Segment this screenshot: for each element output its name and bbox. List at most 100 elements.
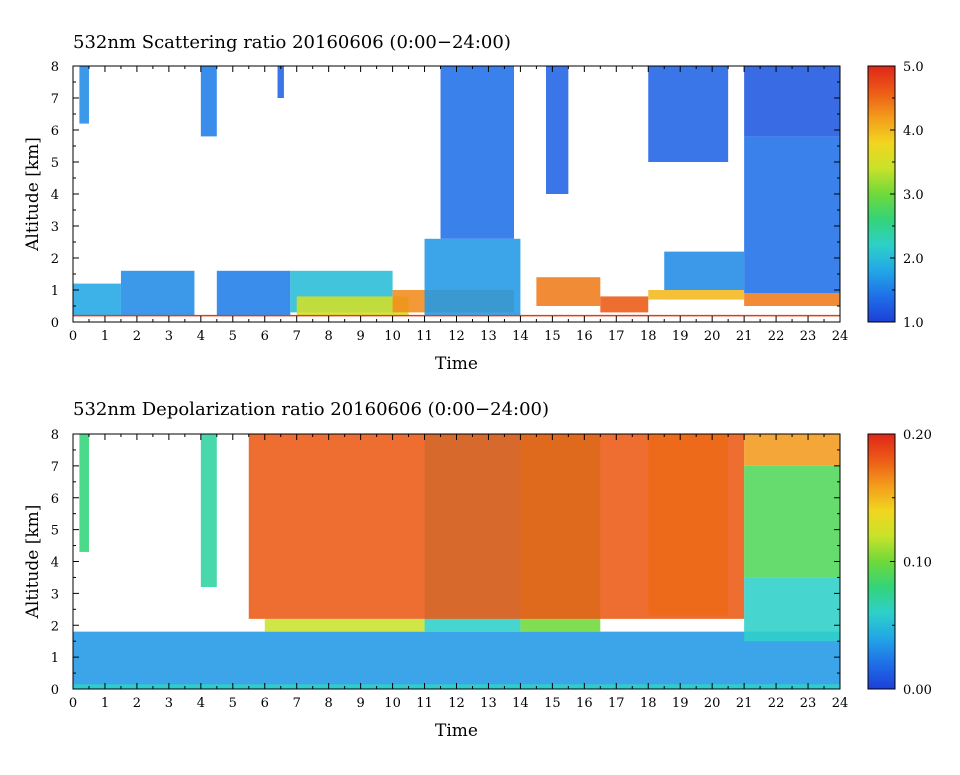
scattering-x-tick-label-20: 20 — [704, 329, 721, 344]
depolarization-y-tick-label-8: 8 — [51, 428, 59, 443]
depolarization-x-tick-label-7: 7 — [293, 696, 301, 711]
depolarization-x-tick-label-22: 22 — [768, 696, 785, 711]
scattering-heatmap-cell-1 — [120, 270, 195, 316]
scattering-x-tick-label-10: 10 — [384, 329, 401, 344]
scattering-y-tick-label-6: 6 — [51, 124, 59, 139]
depolarization-ratio-panel: 532nm Depolarization ratio 20160606 (0:0… — [23, 399, 932, 741]
depolarization-x-tick-label-1: 1 — [101, 696, 109, 711]
scattering-heatmap-cell-4 — [296, 296, 409, 316]
scattering-x-tick-label-11: 11 — [416, 329, 433, 344]
depolarization-heatmap-cell-11 — [248, 434, 745, 619]
depolarization-y-tick-label-3: 3 — [51, 587, 59, 602]
scattering-y-tick-label-7: 7 — [51, 92, 59, 107]
scattering-x-tick-label-2: 2 — [133, 329, 141, 344]
depolarization-x-tick-label-18: 18 — [640, 696, 657, 711]
scattering-x-tick-label-18: 18 — [640, 329, 657, 344]
depolarization-heatmap-cell-3 — [200, 434, 217, 587]
scattering-heatmap-cell-6 — [424, 238, 521, 316]
scattering-chart-title: 532nm Scattering ratio 20160606 (0:00−24… — [73, 32, 511, 53]
depolarization-y-tick-label-6: 6 — [51, 492, 59, 507]
depolarization-x-tick-label-9: 9 — [356, 696, 364, 711]
scattering-x-tick-label-14: 14 — [512, 329, 529, 344]
depolarization-x-tick-label-17: 17 — [608, 696, 625, 711]
scattering-colorbar-label-0: 1.0 — [903, 316, 924, 331]
depolarization-x-tick-label-8: 8 — [325, 696, 333, 711]
depolarization-x-tick-label-14: 14 — [512, 696, 529, 711]
scattering-x-tick-label-5: 5 — [229, 329, 237, 344]
scattering-colorbar: 1.0 2.0 3.0 4.0 5.0 — [867, 60, 924, 331]
scattering-heatmap-cell-12 — [744, 136, 840, 294]
depolarization-y-tick-label-2: 2 — [51, 619, 59, 634]
depolarization-heatmap — [73, 434, 840, 689]
depolarization-x-tick-label-23: 23 — [800, 696, 817, 711]
depolarization-x-tick-label-16: 16 — [576, 696, 593, 711]
scattering-heatmap-cell-17 — [440, 66, 515, 239]
scattering-colorbar-label-4: 5.0 — [903, 60, 924, 75]
scattering-x-tick-label-17: 17 — [608, 329, 625, 344]
scattering-heatmap-cell-7 — [536, 277, 601, 306]
depolarization-x-tick-label-5: 5 — [229, 696, 237, 711]
scattering-y-tick-label-8: 8 — [51, 60, 59, 75]
scattering-heatmap-cell-14 — [79, 66, 89, 124]
scattering-x-tick-label-13: 13 — [480, 329, 497, 344]
scattering-x-tick-label-16: 16 — [576, 329, 593, 344]
scattering-x-tick-label-6: 6 — [261, 329, 269, 344]
depolarization-x-tick-label-12: 12 — [448, 696, 465, 711]
depolarization-y-tick-label-0: 0 — [51, 683, 59, 698]
scattering-heatmap-cell-19 — [648, 66, 729, 162]
depolarization-x-tick-label-20: 20 — [704, 696, 721, 711]
scattering-heatmap-cell-0 — [73, 283, 121, 316]
scattering-y-tick-label-0: 0 — [51, 316, 59, 331]
scattering-heatmap-cell-11 — [744, 293, 840, 306]
depolarization-y-axis-label: Altitude [km] — [23, 505, 43, 620]
depolarization-y-tick-label-5: 5 — [51, 524, 59, 539]
scattering-heatmap-cell-15 — [200, 66, 217, 137]
depolarization-y-tick-label-4: 4 — [51, 556, 59, 571]
depolarization-y-tick-label-7: 7 — [51, 460, 59, 475]
depolarization-chart-title: 532nm Depolarization ratio 20160606 (0:0… — [73, 399, 549, 420]
scattering-y-tick-label-4: 4 — [51, 188, 59, 203]
scattering-colorbar-label-2: 3.0 — [903, 188, 924, 203]
depolarization-colorbar-label-2: 0.20 — [903, 428, 932, 443]
depolarization-heatmap-cell-4 — [264, 618, 425, 632]
depolarization-x-tick-label-19: 19 — [672, 696, 689, 711]
scattering-x-tick-label-24: 24 — [832, 329, 849, 344]
scattering-y-tick-label-5: 5 — [51, 156, 59, 171]
scattering-colorbar-label-3: 4.0 — [903, 124, 924, 139]
scattering-x-tick-label-23: 23 — [800, 329, 817, 344]
depolarization-x-tick-label-4: 4 — [197, 696, 205, 711]
depolarization-x-tick-label-13: 13 — [480, 696, 497, 711]
scattering-x-tick-label-1: 1 — [101, 329, 109, 344]
scattering-x-tick-label-7: 7 — [293, 329, 301, 344]
scattering-heatmap — [73, 66, 840, 316]
depolarization-colorbar-label-0: 0.00 — [903, 683, 932, 698]
depolarization-x-tick-label-0: 0 — [69, 696, 77, 711]
scattering-x-axis-label: Time — [435, 354, 478, 374]
scattering-heatmap-cell-10 — [648, 290, 745, 300]
depolarization-x-tick-label-11: 11 — [416, 696, 433, 711]
scattering-colorbar-label-1: 2.0 — [903, 252, 924, 267]
depolarization-x-tick-label-10: 10 — [384, 696, 401, 711]
depolarization-x-tick-label-6: 6 — [261, 696, 269, 711]
scattering-heatmap-cell-13 — [744, 66, 840, 137]
scattering-y-axis-label: Altitude [km] — [23, 137, 43, 252]
scattering-x-tick-label-15: 15 — [544, 329, 561, 344]
depolarization-colorbar-label-1: 0.10 — [903, 556, 932, 571]
scattering-x-tick-label-21: 21 — [736, 329, 753, 344]
depolarization-x-tick-label-24: 24 — [832, 696, 849, 711]
depolarization-x-tick-label-15: 15 — [544, 696, 561, 711]
scattering-heatmap-cell-18 — [545, 66, 569, 194]
depolarization-heatmap-cell-9 — [744, 465, 840, 578]
scattering-heatmap-cell-8 — [600, 296, 649, 313]
scattering-x-tick-label-22: 22 — [768, 329, 785, 344]
scattering-heatmap-cell-16 — [277, 66, 284, 98]
scattering-x-tick-label-3: 3 — [165, 329, 173, 344]
depolarization-heatmap-cell-10 — [744, 434, 840, 466]
scattering-y-tick-label-2: 2 — [51, 252, 59, 267]
depolarization-heatmap-cell-8 — [744, 577, 840, 642]
scattering-x-tick-label-8: 8 — [325, 329, 333, 344]
scattering-ratio-panel: 532nm Scattering ratio 20160606 (0:00−24… — [23, 32, 924, 374]
scattering-heatmap-cell-9 — [664, 251, 745, 290]
scattering-y-tick-label-1: 1 — [51, 284, 59, 299]
